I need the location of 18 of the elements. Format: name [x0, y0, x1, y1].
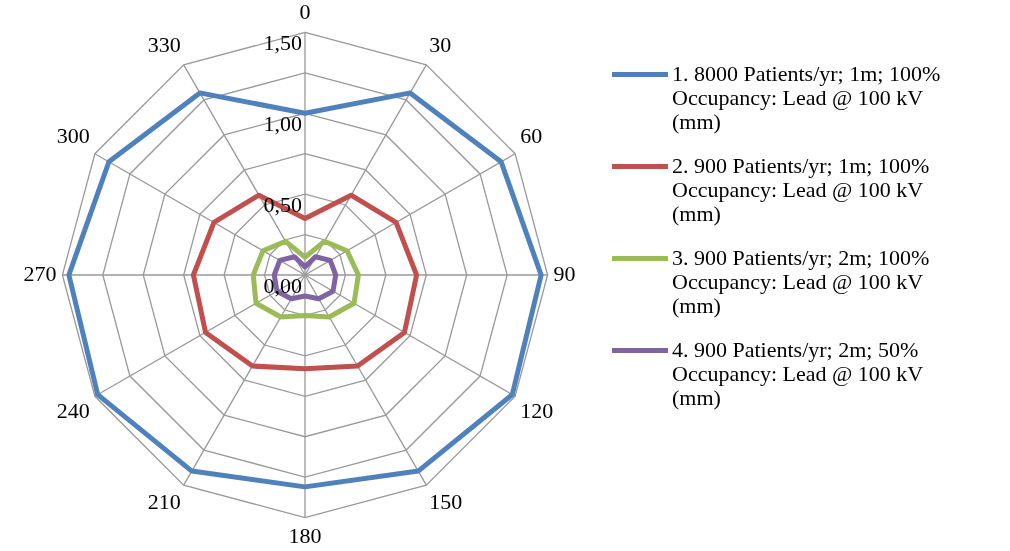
spoke-label: 240: [56, 398, 90, 424]
spoke-label: 0: [299, 0, 311, 24]
legend-label: 4. 900 Patients/yr; 2m; 50% Occupancy: Lead @ 100 kV (mm): [672, 337, 924, 410]
spoke-label: 270: [23, 260, 57, 286]
spoke-label: 90: [553, 260, 576, 286]
spoke-label: 330: [147, 32, 181, 58]
spoke-label: 300: [56, 123, 90, 149]
spoke-label: 180: [288, 522, 322, 548]
spoke-label: 60: [520, 123, 543, 149]
legend-label: 2. 900 Patients/yr; 1m; 100% Occupancy: Lead @ 100 kV (mm): [672, 153, 931, 226]
legend-label: 1. 8000 Patients/yr; 1m; 100% Occupancy: Lead @ 100 kV (mm): [672, 61, 942, 134]
spoke-label: 120: [520, 398, 554, 424]
spoke-label: 210: [147, 489, 181, 515]
spoke-label: 30: [429, 32, 452, 58]
legend-label: 3. 900 Patients/yr; 2m; 100% Occupancy: Lead @ 100 kV (mm): [672, 245, 931, 318]
y-tick-label: 1,00: [263, 111, 302, 137]
y-tick-label: 1,50: [263, 30, 302, 56]
spoke-label: 150: [429, 489, 463, 515]
